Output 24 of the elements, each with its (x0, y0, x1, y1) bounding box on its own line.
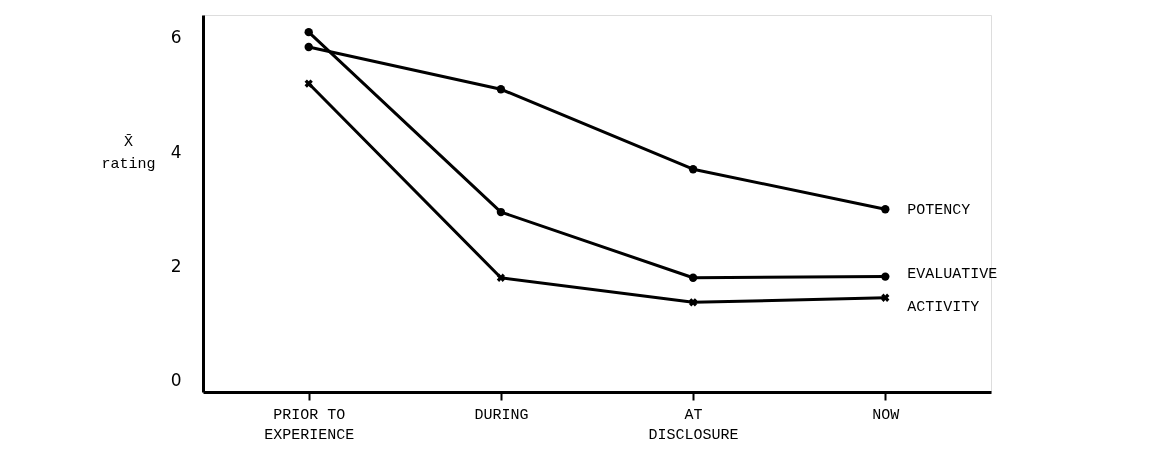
point (304, 27, 313, 37)
point (496, 85, 506, 94)
point (881, 205, 890, 214)
x-tick-label: NOW (872, 406, 900, 424)
point (881, 293, 890, 302)
x-tick-label: DURING (474, 406, 529, 424)
y-tick-label: 6 (170, 27, 182, 48)
y-axis-title: X̄ rating (101, 133, 156, 173)
point (881, 272, 890, 281)
y-tick-label: 0 (170, 370, 182, 391)
y-tick-label: 4 (170, 141, 182, 162)
point (304, 42, 313, 52)
x-tick-label: PRIOR TO EXPERIENCE (264, 406, 355, 444)
point (688, 273, 698, 282)
point (688, 298, 698, 307)
series-label: ACTIVITY (907, 298, 980, 316)
series-label: EVALUATIVE (907, 265, 998, 283)
point (688, 165, 698, 174)
x-tick-label: AT DISCLOSURE (648, 406, 739, 444)
y-tick-label: 2 (170, 255, 182, 276)
point (304, 79, 313, 88)
point (496, 273, 506, 282)
point (496, 207, 506, 217)
series-label: POTENCY (907, 202, 971, 220)
